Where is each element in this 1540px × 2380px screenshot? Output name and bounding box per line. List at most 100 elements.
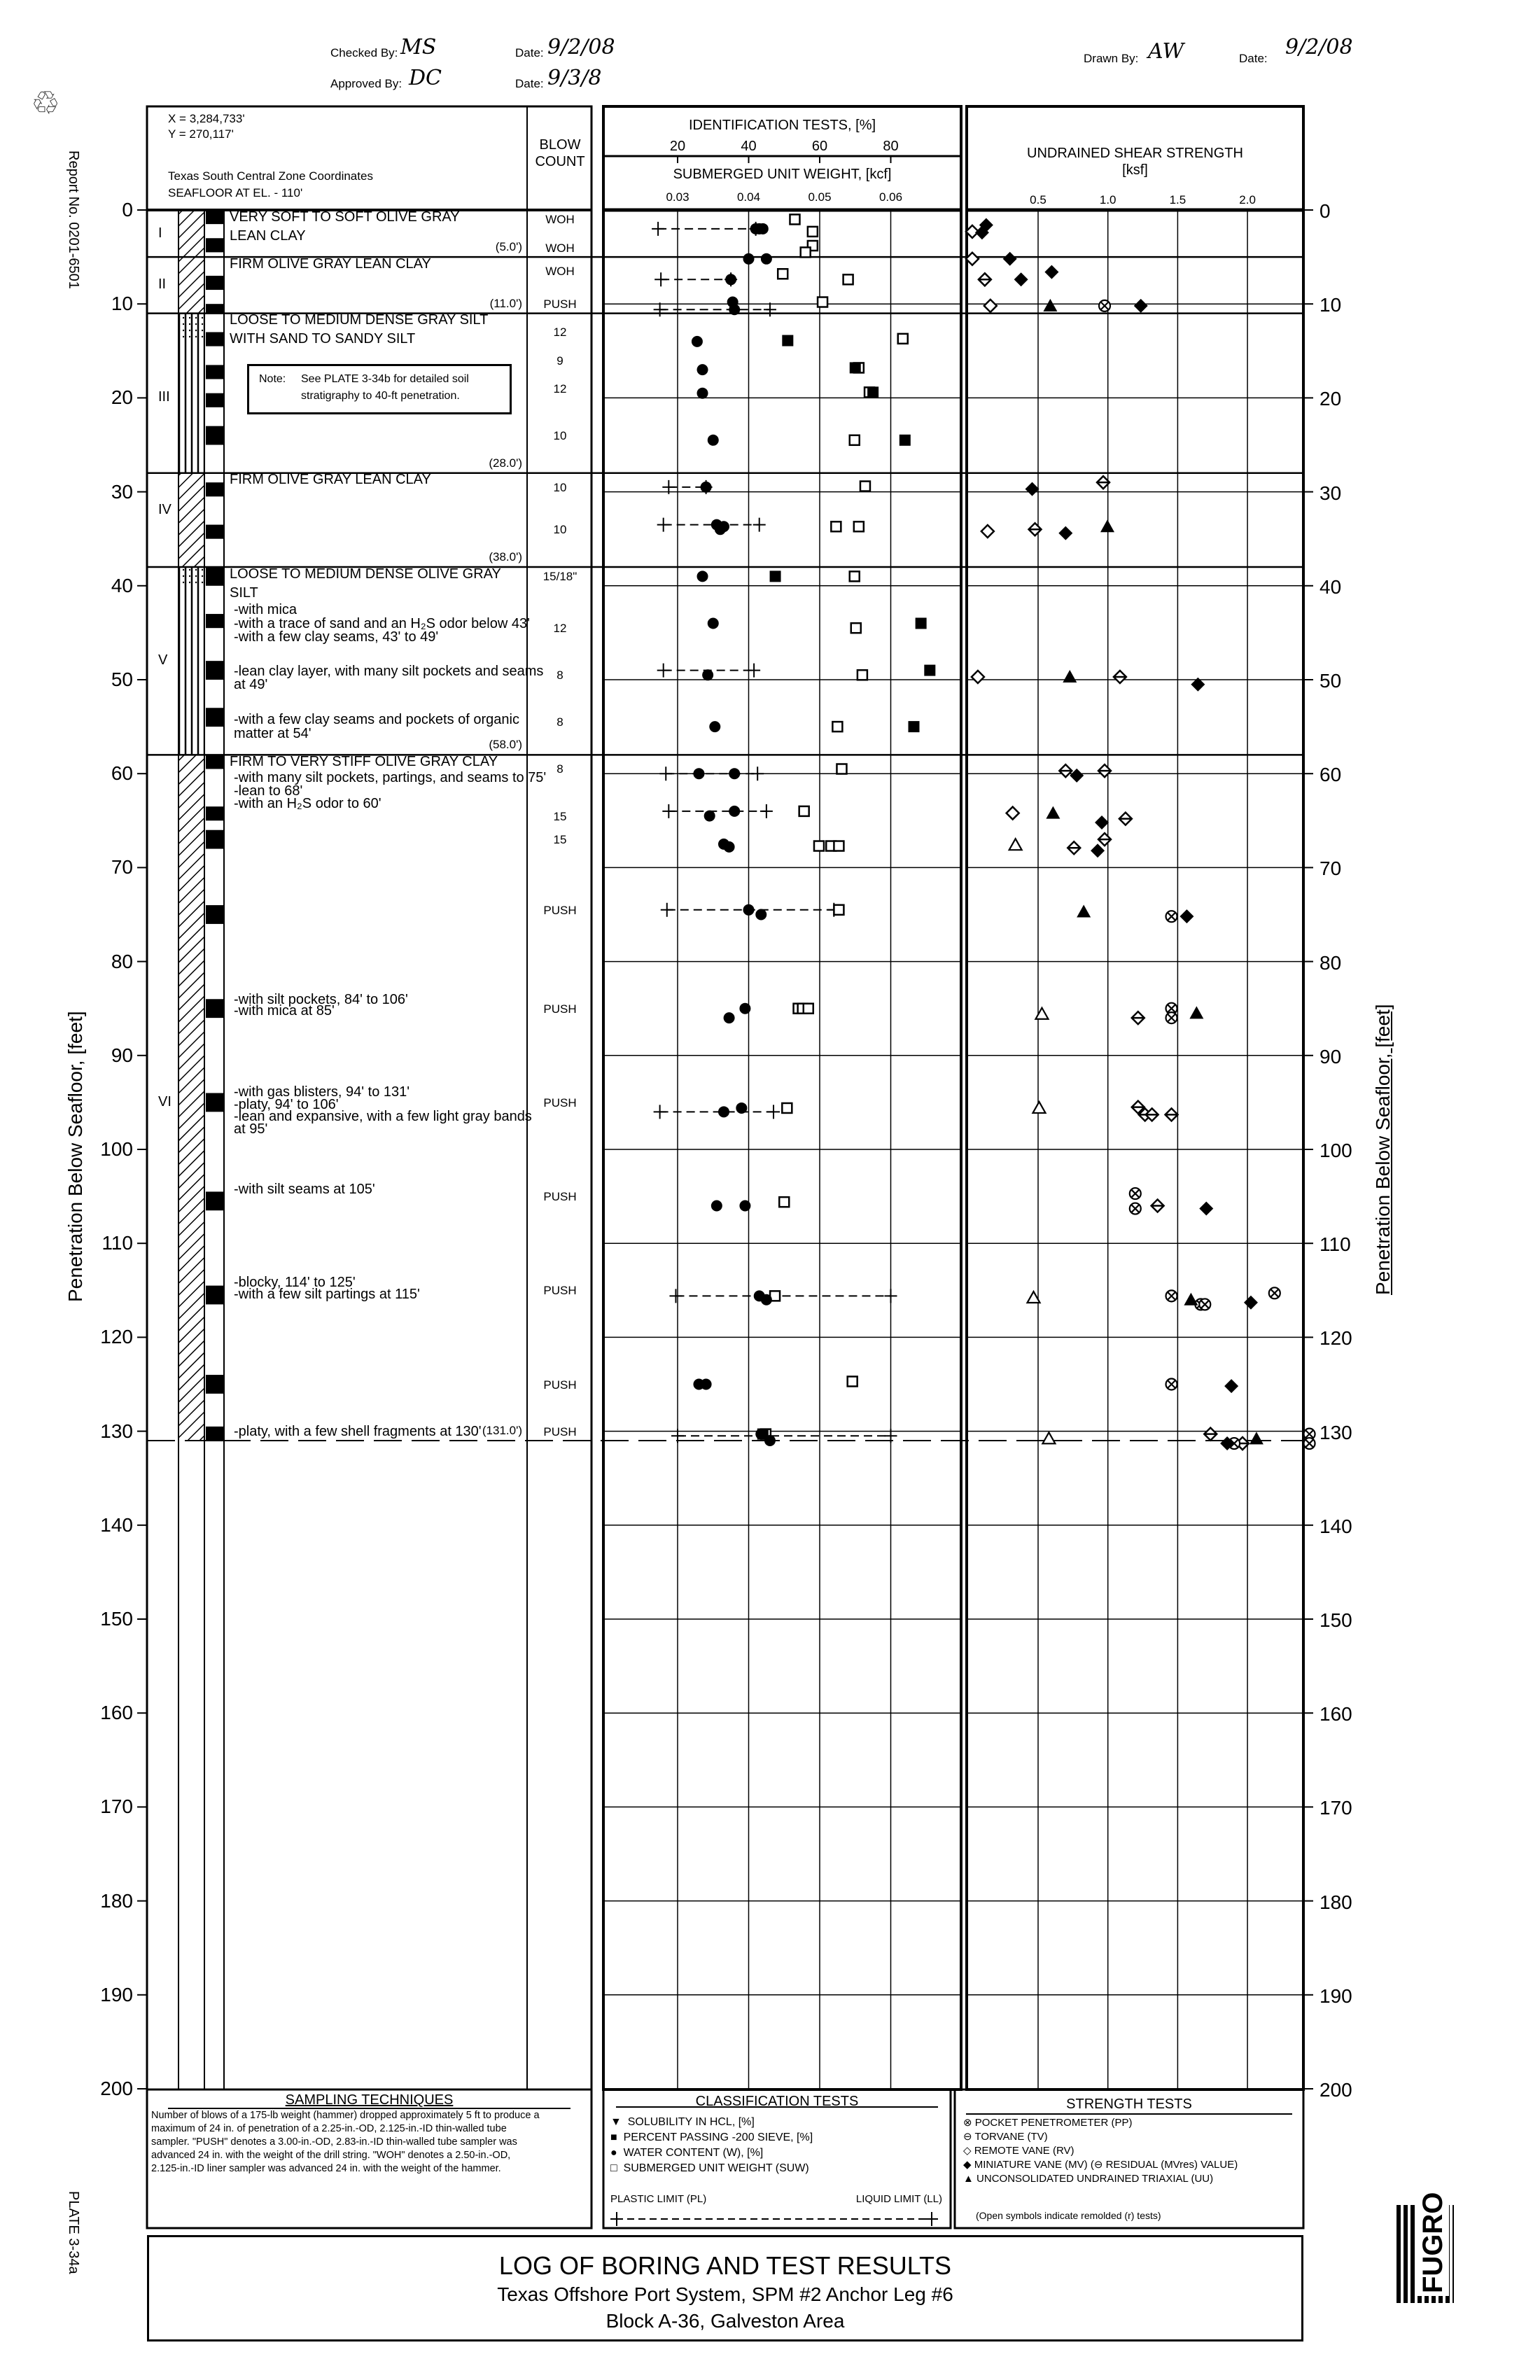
- depth-label-right: 140: [1320, 1515, 1352, 1537]
- unit-weight-point: [798, 805, 810, 818]
- sampling-line: Number of blows of a 175-lb weight (hamm…: [151, 2110, 540, 2121]
- sample-interval: [206, 426, 224, 445]
- id-tick-label: 60: [811, 139, 828, 154]
- pocket-penetrometer-point: [1165, 1011, 1178, 1025]
- sample-interval: [206, 830, 224, 849]
- depth-label-left: 190: [100, 1983, 133, 2005]
- legend-label: REMOTE VANE (RV): [974, 2145, 1074, 2157]
- uu-triaxial-point: [1184, 1292, 1198, 1306]
- x-coordinate: X = 3,284,733': [168, 112, 245, 125]
- stratum-description-line: -with a trace of sand and an H₂S odor be…: [234, 615, 530, 631]
- coordinate-zone: Texas South Central Zone Coordinates: [168, 169, 373, 183]
- percent-passing-point: [769, 570, 781, 582]
- unit-weight-point: [776, 268, 789, 280]
- depth-label-left: 60: [111, 762, 133, 785]
- miniature-vane-point: [1095, 815, 1110, 830]
- uu-triaxial-point: [1249, 1432, 1264, 1445]
- soil-symbol-silt: [178, 566, 204, 755]
- liquid-limit-mark: [760, 804, 773, 818]
- remote-vane-icon: ◇: [963, 2145, 972, 2157]
- miniature-vane-icon: ◆: [963, 2159, 972, 2171]
- remote-vane-point: [970, 669, 986, 685]
- water-content-point: [736, 1102, 748, 1114]
- stratum-description-line: -blocky, 114' to 125': [234, 1274, 356, 1290]
- sample-interval: [206, 210, 224, 225]
- id-tick-label: 80: [883, 139, 899, 154]
- unit-weight-point: [848, 570, 860, 582]
- sample-interval: [206, 393, 224, 407]
- id-tick-label: 20: [669, 139, 686, 154]
- miniature-vane-point: [1058, 526, 1073, 540]
- depth-label-left: 90: [111, 1044, 133, 1066]
- uu-triaxial-point: [1100, 519, 1114, 533]
- water-content-point: [764, 1435, 776, 1447]
- plastic-limit-mark: [654, 272, 668, 287]
- stratum-description-line: -with a few clay seams and pockets of or…: [234, 711, 519, 727]
- torvane-point: [1149, 1198, 1166, 1214]
- legend-label: UNCONSOLIDATED UNDRAINED TRIAXIAL (UU): [976, 2173, 1214, 2185]
- approved-by-signature: DC: [409, 66, 442, 90]
- y-coordinate: Y = 270,117': [168, 127, 234, 141]
- id-tests-frame: [602, 105, 962, 2091]
- stratum-description-line: at 49': [234, 677, 268, 693]
- project-name: Texas Offshore Port System, SPM #2 Ancho…: [497, 2283, 953, 2305]
- stratum-description-line: -with an H₂S odor to 60': [234, 796, 382, 812]
- stratum-description-line: -with a few clay seams, 43' to 49': [234, 629, 439, 645]
- classification-title: CLASSIFICATION TESTS: [695, 2094, 859, 2109]
- approved-date-label: Date:: [515, 77, 544, 90]
- stratum-description-line: -with gas blisters, 94' to 131': [234, 1084, 410, 1100]
- blow-count: PUSH: [543, 1284, 577, 1298]
- note-box: Note: See PLATE 3-34b for detailed soil …: [247, 364, 512, 414]
- liquid-limit-mark: [752, 517, 766, 532]
- depth-label-left: 20: [111, 386, 133, 409]
- unit-weight-point: [802, 1002, 815, 1014]
- depth-label-left: 150: [100, 1608, 133, 1630]
- sample-interval: [206, 275, 224, 290]
- checked-date-label: Date:: [515, 46, 544, 59]
- unit-weight-point: [830, 521, 842, 533]
- stratum-description-line: -lean and expansive, with a few light gr…: [234, 1109, 532, 1125]
- sampling-text: Number of blows of a 175-lb weight (hamm…: [151, 2109, 540, 2176]
- unit-weight-tick-label: 0.05: [808, 190, 832, 204]
- checked-date: 9/2/08: [547, 35, 615, 59]
- miniature-vane-point: [1243, 1295, 1258, 1310]
- unit-weight-point: [846, 1376, 858, 1387]
- pocket-penetrometer-point: [1198, 1298, 1212, 1311]
- uu-triaxial-remolded-point: [1034, 1006, 1050, 1020]
- depth-label-left: 100: [100, 1138, 133, 1160]
- water-content-point: [757, 223, 769, 234]
- unit-weight-tick-label: 0.06: [878, 190, 903, 204]
- sample-interval: [206, 1191, 224, 1211]
- unit-weight-point: [833, 840, 845, 852]
- plastic-limit-mark: [653, 1105, 666, 1119]
- depth-label-right: 170: [1320, 1797, 1352, 1819]
- plastic-limit-mark: [652, 221, 665, 236]
- sample-interval: [206, 1093, 224, 1112]
- blow-count: PUSH: [543, 1378, 577, 1392]
- depth-label-left: 130: [100, 1420, 133, 1442]
- stratum-description-line: -platy, 94' to 106': [234, 1096, 339, 1112]
- solubility-icon: ▼: [610, 2116, 622, 2128]
- legend-label: MINIATURE VANE (MV) (⊖ RESIDUAL (MVres) …: [974, 2159, 1238, 2171]
- liquid-limit-mark: [884, 1429, 897, 1443]
- sampling-line: advanced 24 in. with the weight of the d…: [151, 2150, 511, 2161]
- depth-label-left: 160: [100, 1702, 133, 1724]
- stratum-description-line: FIRM TO VERY STIFF OLIVE GRAY CLAY: [230, 754, 498, 770]
- blow-count: 8: [556, 668, 564, 682]
- classification-tests-legend: CLASSIFICATION TESTS ▼ SOLUBILITY IN HCL…: [603, 2090, 951, 2228]
- water-content-point: [702, 669, 714, 681]
- soil-symbol-clay: [178, 257, 204, 314]
- water-content-point: [710, 1200, 722, 1212]
- depth-label-right: 150: [1320, 1609, 1352, 1631]
- plastic-limit-mark: [660, 902, 673, 917]
- percent-passing-point: [867, 386, 879, 398]
- unit-weight-icon: □: [610, 2162, 617, 2174]
- pocket-penetrometer-point: [1098, 299, 1112, 312]
- sample-interval: [206, 365, 224, 379]
- torvane-point: [1130, 1010, 1146, 1026]
- unit-weight-point: [778, 1196, 790, 1208]
- drawn-date-label: Date:: [1239, 52, 1268, 65]
- approved-date: 9/3/8: [547, 66, 602, 90]
- depth-label-right: 40: [1320, 575, 1342, 598]
- checked-by-signature: MS: [400, 35, 437, 59]
